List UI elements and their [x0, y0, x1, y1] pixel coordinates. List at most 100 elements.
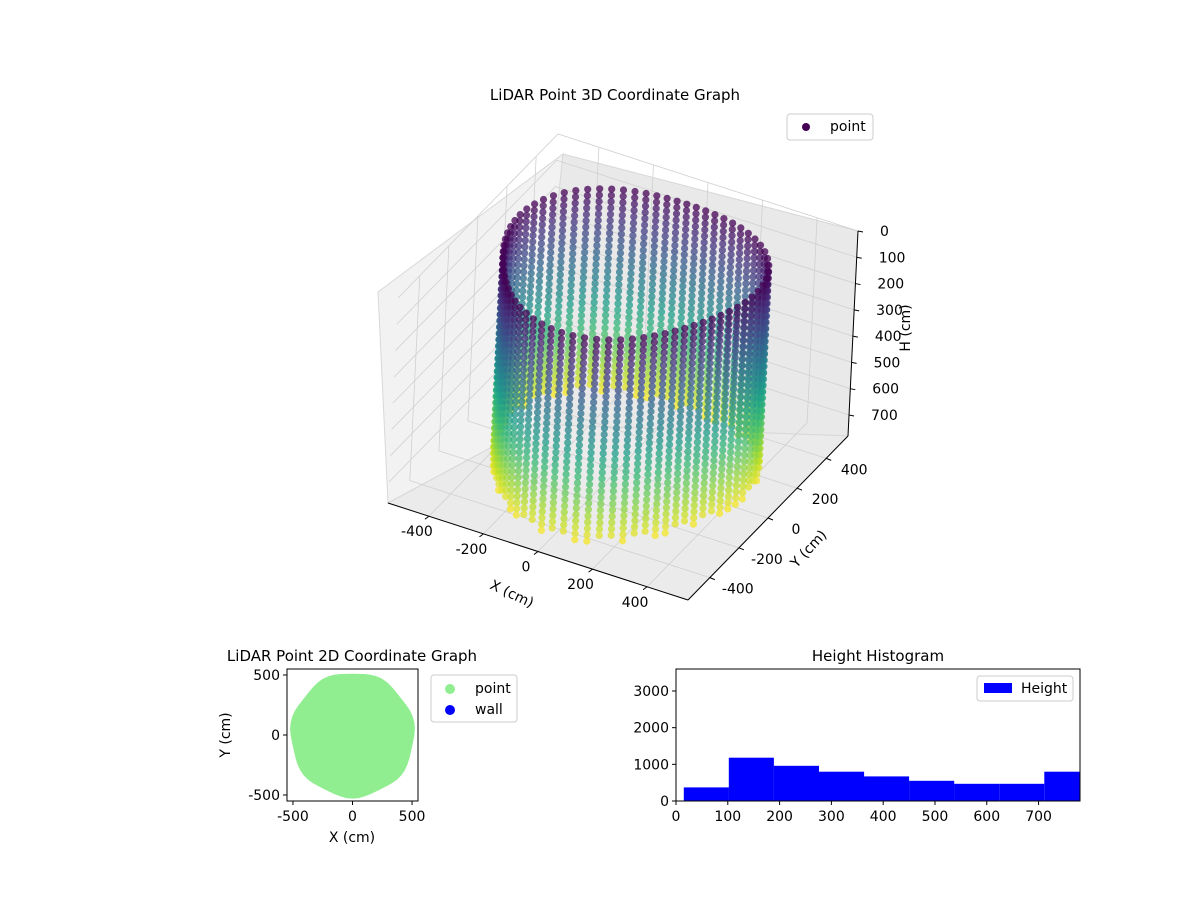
- tick-label-y: 0: [660, 794, 669, 810]
- data-point: [565, 325, 573, 333]
- data-point: [750, 369, 758, 378]
- data-point: [617, 230, 626, 238]
- data-point: [575, 441, 584, 449]
- data-point: [594, 229, 602, 237]
- data-point: [617, 236, 625, 245]
- data-point: [605, 248, 613, 256]
- data-point: [648, 388, 656, 397]
- data-point: [619, 199, 627, 207]
- data-point: [603, 374, 611, 382]
- data-point: [713, 400, 721, 408]
- data-point: [725, 326, 733, 334]
- data-point: [710, 223, 718, 231]
- data-point: [539, 214, 547, 222]
- data-point: [534, 396, 542, 404]
- tick-x: [533, 551, 539, 555]
- tick-label-z: 700: [871, 408, 898, 424]
- data-point: [628, 335, 637, 343]
- data-point: [553, 417, 562, 425]
- data-point: [729, 398, 737, 406]
- data-point: [569, 237, 577, 245]
- data-point: [606, 210, 615, 218]
- chart-3d-points: [489, 185, 773, 545]
- data-point: [722, 377, 730, 385]
- data-point: [589, 417, 597, 425]
- data-point: [581, 242, 589, 250]
- data-point: [642, 502, 650, 510]
- data-point: [689, 266, 697, 275]
- data-point: [724, 499, 732, 507]
- data-point: [714, 374, 722, 383]
- data-point: [522, 224, 530, 232]
- data-point: [514, 341, 522, 349]
- data-point: [647, 407, 655, 416]
- data-point: [647, 318, 655, 326]
- data-point: [636, 322, 644, 330]
- data-point: [695, 394, 704, 402]
- data-point: [651, 332, 659, 340]
- data-point: [668, 292, 677, 300]
- data-point: [580, 261, 588, 269]
- data-point: [739, 489, 747, 497]
- histogram-legend: Height: [976, 675, 1074, 702]
- data-point: [743, 407, 751, 415]
- data-point: [613, 418, 621, 426]
- data-point: [508, 366, 516, 374]
- data-point: [521, 328, 529, 336]
- data-point: [526, 301, 534, 309]
- data-point: [707, 299, 715, 307]
- data-point: [604, 254, 612, 263]
- data-point: [604, 348, 612, 357]
- data-point: [538, 320, 546, 328]
- data-point: [673, 488, 681, 496]
- data-point: [687, 304, 696, 312]
- data-point: [592, 254, 600, 262]
- data-point: [649, 261, 658, 269]
- data-point: [617, 336, 625, 344]
- data-point: [543, 407, 551, 415]
- data-point: [546, 267, 554, 275]
- data-point: [665, 447, 673, 455]
- data-point: [518, 391, 526, 399]
- data-point: [668, 298, 676, 306]
- data-point: [711, 425, 720, 433]
- data-point: [722, 371, 731, 379]
- data-point: [583, 192, 592, 200]
- data-point: [718, 246, 727, 254]
- data-point: [603, 380, 611, 388]
- data-point: [735, 268, 743, 276]
- tick-label-z: 100: [879, 250, 906, 266]
- data-point: [720, 415, 728, 423]
- data-point: [679, 362, 687, 370]
- data-point: [545, 280, 553, 288]
- data-point: [668, 384, 676, 392]
- data-point: [637, 390, 645, 398]
- data-point: [553, 429, 561, 437]
- data-point: [703, 416, 711, 424]
- data-point: [662, 207, 671, 215]
- data-point: [646, 426, 654, 434]
- data-point: [528, 250, 536, 258]
- data-point: [691, 482, 699, 490]
- data-point: [613, 318, 621, 327]
- data-point: [745, 483, 753, 491]
- data-point: [704, 403, 712, 411]
- data-point: [737, 224, 745, 232]
- data-point: [566, 395, 574, 403]
- data-point: [534, 303, 542, 311]
- data-point: [714, 381, 722, 389]
- data-point: [507, 492, 515, 501]
- data-point: [521, 341, 529, 349]
- data-point: [732, 335, 740, 343]
- data-point: [677, 406, 685, 414]
- data-point: [510, 429, 518, 437]
- data-point: [717, 471, 726, 480]
- data-point: [629, 232, 637, 240]
- data-point: [615, 287, 623, 295]
- data-point: [619, 518, 628, 526]
- data-point: [699, 510, 707, 519]
- data-point: [728, 417, 736, 425]
- data-point: [595, 525, 604, 533]
- data-point: [697, 369, 705, 377]
- tick-label-z: 500: [874, 355, 901, 371]
